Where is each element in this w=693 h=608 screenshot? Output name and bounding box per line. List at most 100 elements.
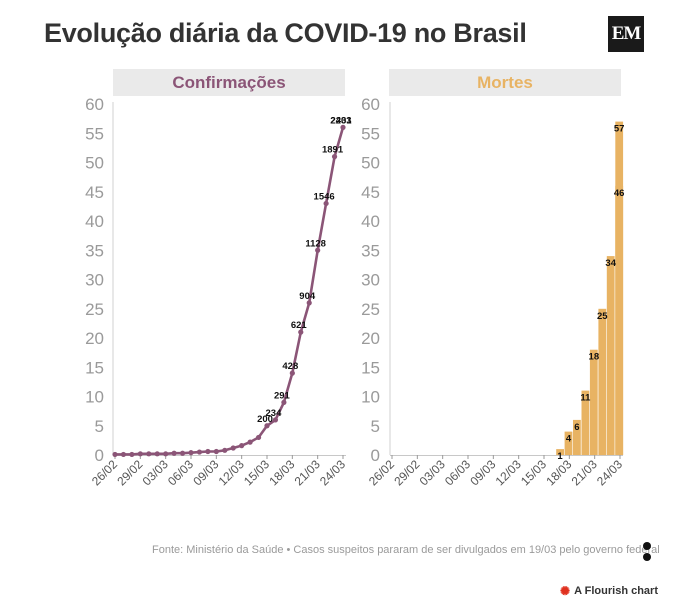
data-label: 6: [574, 422, 579, 433]
data-label: 1891: [322, 145, 344, 156]
x-tick-label: 29/02: [114, 457, 145, 488]
data-point: [137, 451, 143, 457]
data-point: [272, 417, 279, 423]
y-tick-label: 20: [361, 329, 380, 348]
data-label: 34: [605, 258, 616, 269]
y-tick-label: 60: [361, 95, 380, 114]
bar-deaths: [556, 449, 564, 455]
data-point: [255, 434, 262, 441]
data-point: [264, 423, 270, 429]
x-tick-label: 15/03: [241, 457, 272, 488]
y-tick-label: 15: [361, 358, 380, 377]
data-label: 1128: [305, 238, 326, 249]
bar-deaths: [598, 308, 607, 456]
x-tick-label: 06/03: [442, 457, 473, 488]
data-label: 25: [597, 311, 608, 322]
data-label: 46: [614, 188, 625, 199]
x-tick-label: 21/03: [569, 457, 600, 488]
chart-title-deaths: Mortes: [389, 69, 621, 96]
data-label: 2433: [330, 115, 351, 126]
data-point: [205, 448, 211, 455]
y-tick-label: 35: [85, 241, 104, 260]
brand-logo: EM: [608, 16, 644, 52]
data-label: 291: [274, 390, 291, 401]
data-point: [315, 247, 321, 253]
page-title: Evolução diária da COVID-19 no Brasil: [44, 18, 527, 48]
y-tick-label: 0: [95, 446, 104, 465]
data-point: [154, 451, 160, 457]
x-tick-label: 03/03: [417, 457, 448, 488]
data-point: [281, 399, 287, 405]
data-point: [239, 443, 245, 449]
y-tick-label: 50: [85, 154, 104, 173]
bar-deaths: [573, 419, 581, 455]
data-label: 1546: [314, 191, 335, 202]
data-point: [340, 124, 346, 130]
y-tick-label: 10: [85, 388, 104, 407]
y-tick-label: 55: [85, 124, 104, 143]
x-tick-label: 24/03: [594, 457, 625, 488]
data-label: 621: [291, 320, 308, 331]
data-label: 1: [557, 451, 563, 462]
x-tick-label: 24/03: [317, 457, 348, 488]
x-tick-label: 29/02: [391, 457, 422, 488]
y-tick-label: 10: [361, 388, 380, 407]
y-tick-label: 50: [361, 154, 380, 173]
x-tick-label: 09/03: [190, 457, 221, 488]
y-tick-label: 40: [361, 212, 380, 231]
chart-title-confirmations: Confirmações: [113, 69, 345, 96]
bar-deaths: [564, 431, 573, 455]
bar-deaths: [606, 256, 615, 455]
data-label: 904: [299, 291, 316, 302]
data-label: 428: [282, 361, 298, 372]
data-point: [179, 450, 186, 456]
bar-deaths: [581, 390, 590, 455]
y-tick-label: 5: [371, 417, 380, 436]
data-point: [120, 451, 127, 458]
y-tick-label: 40: [85, 212, 104, 231]
y-tick-label: 45: [361, 183, 380, 202]
data-point: [146, 451, 152, 457]
data-label: 234: [266, 408, 283, 419]
data-point: [323, 200, 329, 207]
data-point: [230, 445, 236, 451]
data-label: 2201: [330, 115, 352, 126]
data-point: [222, 447, 228, 453]
y-tick-label: 20: [85, 329, 104, 348]
y-tick-label: 5: [95, 417, 104, 436]
data-point: [247, 439, 253, 445]
data-point: [112, 451, 118, 458]
data-point: [188, 450, 194, 456]
data-label: 4: [566, 434, 572, 445]
data-point: [289, 370, 295, 376]
data-point: [196, 449, 203, 455]
y-tick-label: 25: [361, 300, 380, 319]
y-tick-label: 0: [371, 446, 380, 465]
x-tick-label: 18/03: [266, 457, 297, 488]
data-point: [171, 450, 177, 456]
x-tick-label: 09/03: [467, 457, 498, 488]
x-tick-label: 12/03: [493, 457, 524, 488]
data-point: [213, 448, 219, 455]
flourish-credit[interactable]: ✺ A Flourish chart: [560, 584, 658, 598]
y-tick-label: 25: [85, 300, 104, 319]
y-tick-label: 15: [85, 358, 104, 377]
data-label: 57: [614, 124, 625, 135]
bar-deaths: [615, 121, 624, 455]
source-note: Fonte: Ministério da Saúde • Casos suspe…: [152, 544, 660, 556]
data-point: [331, 154, 338, 160]
data-point: [129, 451, 135, 458]
y-tick-label: 45: [85, 183, 104, 202]
more-menu-icon[interactable]: [642, 542, 652, 564]
flourish-logo-icon: ✺: [560, 584, 571, 598]
flourish-credit-label: A Flourish chart: [574, 585, 658, 597]
x-tick-label: 21/03: [292, 457, 323, 488]
x-tick-label: 15/03: [518, 457, 549, 488]
data-point: [298, 329, 304, 335]
data-point: [163, 451, 169, 457]
y-tick-label: 60: [85, 95, 104, 114]
y-tick-label: 35: [361, 241, 380, 260]
data-label: 18: [589, 352, 600, 363]
bar-deaths: [589, 349, 598, 455]
